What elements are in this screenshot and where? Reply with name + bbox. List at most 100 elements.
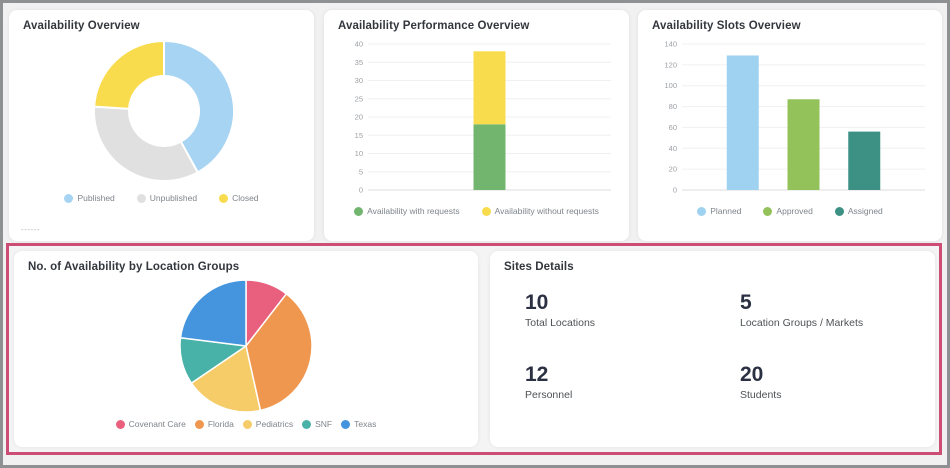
stat-personnel-label: Personnel [525,389,573,402]
legend-swatch-icon [242,419,252,429]
legend-label: Texas [354,419,377,429]
legend-swatch-icon [64,193,74,203]
availability-slots-title: Availability Slots Overview [652,20,801,32]
location-groups-title: No. of Availability by Location Groups [28,261,240,273]
y-tick-label: 25 [355,94,363,103]
availability-overview-title: Availability Overview [23,20,140,32]
legend-label: Published [77,193,115,203]
y-tick-label: 15 [355,131,363,140]
card-availability-overview: Availability Overview Published Unpublish… [9,10,314,241]
y-tick-label: 40 [355,40,363,49]
legend-item-published[interactable]: Published [64,193,115,203]
planned-bar[interactable] [726,55,759,190]
legend-label: Covenant Care [128,419,186,429]
legend-swatch-icon [481,206,491,216]
approved-bar[interactable] [787,99,820,190]
legend-label: Approved [776,206,813,216]
y-tick-label: 20 [669,165,677,174]
legend-swatch-icon [302,419,312,429]
legend-item-planned[interactable]: Planned [697,206,741,216]
stat-personnel: 12 Personnel [525,363,740,401]
availability-slots-legend: Planned Approved Assigned [652,206,928,216]
legend-label: Florida [207,419,234,429]
y-tick-label: 5 [359,167,363,176]
stat-total-locations-label: Total Locations [525,317,596,330]
availability-slots-chart: 0 20 40 60 80 100 120 140 [664,40,925,195]
pie-slice-florida[interactable] [245,293,313,412]
y-tick-label: 100 [664,81,677,90]
y-tick-label: 30 [355,76,363,85]
legend-item-approved[interactable]: Approved [763,206,813,216]
y-tick-label: 0 [359,186,363,195]
y-tick-label: 60 [669,123,677,132]
legend-label: Closed [232,193,259,203]
donut-slice-published[interactable] [163,40,235,174]
y-tick-label: 140 [664,40,677,49]
legend-label: Availability without requests [494,206,599,216]
legend-swatch-icon [341,419,351,429]
legend-item-availability-with-requests[interactable]: Availability with requests [354,206,460,216]
availability-overview-donut-chart [93,40,235,182]
y-tick-label: 120 [664,60,677,69]
legend-label: Availability with requests [367,206,460,216]
legend-swatch-icon [194,419,204,429]
y-tick-label: 40 [669,144,677,153]
legend-item-closed[interactable]: Closed [219,193,259,203]
availability-performance-title: Availability Performance Overview [338,20,530,32]
legend-label: Assigned [847,206,883,216]
stat-location-groups-value: 5 [740,291,752,314]
pie-slice-pediatrics[interactable] [190,345,262,413]
availability-performance-chart: 0 5 10 15 20 25 30 35 40 [355,40,611,195]
donut-slice-closed[interactable] [93,40,165,110]
legend-item-florida[interactable]: Florida [194,419,234,429]
stat-location-groups-label: Location Groups / Markets [740,317,864,330]
donut-slice-unpublished[interactable] [93,105,199,182]
legend-label: SNF [315,419,333,429]
stat-students-label: Students [740,389,782,402]
legend-item-snf[interactable]: SNF [302,419,332,429]
stat-total-locations-value: 10 [525,291,549,314]
assigned-bar[interactable] [848,131,881,190]
y-tick-label: 20 [355,113,363,122]
legend-label: Planned [710,206,742,216]
y-tick-label: 35 [355,58,363,67]
y-tick-label: 10 [355,149,363,158]
availability-without-requests-bar[interactable] [473,51,506,125]
legend-swatch-icon [136,193,146,203]
pie-slice-texas[interactable] [179,279,247,347]
y-tick-label: 80 [669,102,677,111]
availability-overview-legend: Published Unpublished Closed [23,193,300,203]
legend-item-unpublished[interactable]: Unpublished [136,193,198,203]
availability-with-requests-bar[interactable] [473,124,506,190]
y-tick-label: 0 [673,186,677,195]
legend-swatch-icon [219,193,229,203]
legend-item-assigned[interactable]: Assigned [834,206,883,216]
sites-details-title: Sites Details [504,261,574,273]
legend-swatch-icon [115,419,125,429]
legend-item-pediatrics[interactable]: Pediatrics [242,419,294,429]
legend-swatch-icon [763,206,773,216]
location-groups-pie-chart [179,279,313,413]
availability-overview-footnote: ------ [21,225,40,234]
card-location-groups: No. of Availability by Location Groups C… [14,251,478,447]
card-availability-performance: Availability Performance Overview 0 5 10 15… [324,10,629,241]
stat-location-groups: 5 Location Groups / Markets [740,291,921,329]
legend-item-availability-without-requests[interactable]: Availability without requests [481,206,599,216]
legend-swatch-icon [834,206,844,216]
availability-performance-legend: Availability with requests Availability w… [338,206,615,216]
stat-students-value: 20 [740,363,764,387]
legend-label: Unpublished [149,193,198,203]
location-groups-legend: Covenant Care Florida Pediatrics SNF Texas [28,419,464,429]
stat-students: 20 Students [740,363,921,401]
sites-stats-grid: 10 Total Locations 5 Location Groups / M… [504,291,921,401]
legend-swatch-icon [354,206,364,216]
stat-total-locations: 10 Total Locations [525,291,740,329]
stat-personnel-value: 12 [525,363,549,387]
legend-label: Pediatrics [255,419,294,429]
legend-item-texas[interactable]: Texas [341,419,376,429]
legend-item-covenant-care[interactable]: Covenant Care [115,419,186,429]
card-availability-slots: Availability Slots Overview 0 20 40 60 80 100… [638,10,942,241]
card-sites-details: Sites Details 10 Total Locations 5 Locat… [490,251,935,447]
legend-swatch-icon [697,206,707,216]
